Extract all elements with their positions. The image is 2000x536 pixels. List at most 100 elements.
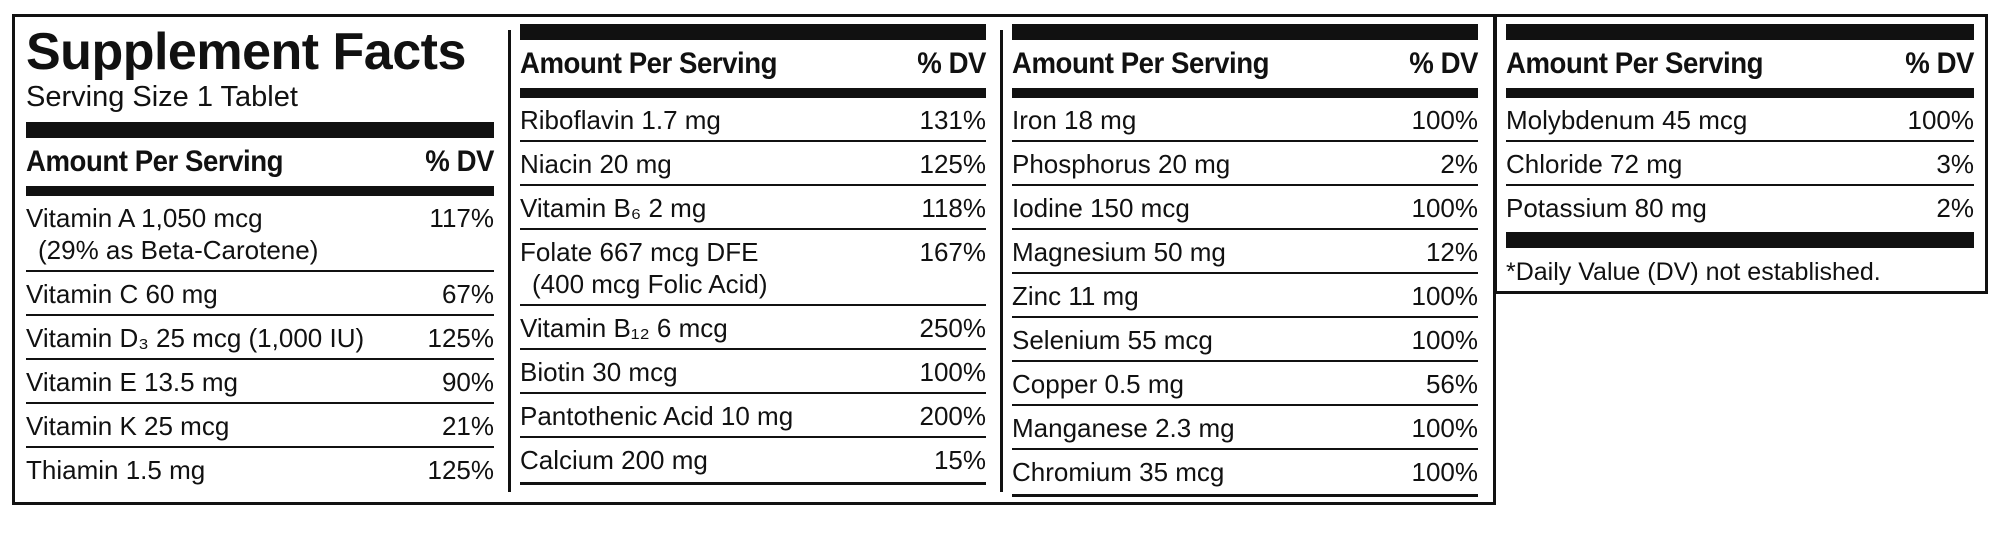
percent-dv-value: 125% [427, 323, 495, 353]
nutrient-name-cell: Vitamin B₁₂ 6 mcg [520, 306, 728, 348]
amount-per-serving-label: Amount Per Serving [26, 145, 284, 178]
nutrient-row: Vitamin A 1,050 mcg (29% as Beta-Carotene… [26, 196, 494, 272]
column-1: Supplement Facts Serving Size 1 Tablet A… [26, 24, 494, 492]
percent-dv-value: 21% [441, 411, 494, 441]
percent-dv-value: 56% [1425, 369, 1478, 399]
nutrient-row: Folate 667 mcg DFE (400 mcg Folic Acid) 16… [520, 230, 986, 306]
percent-dv-value: 3% [1936, 149, 1974, 179]
nutrient-name: Manganese 2.3 mg [1012, 413, 1235, 443]
nutrient-row: Potassium 80 mg 2% [1506, 186, 1974, 230]
column-4: Amount Per Serving % DV Molybdenum 45 mc… [1506, 24, 1974, 287]
nutrient-name: Vitamin C 60 mg [26, 279, 218, 309]
percent-dv-value: 12% [1425, 237, 1478, 267]
nutrient-row: Riboflavin 1.7 mg 131% [520, 98, 986, 142]
nutrient-name-cell: Phosphorus 20 mg [1012, 142, 1230, 184]
nutrient-name-cell: Chloride 72 mg [1506, 142, 1682, 184]
nutrient-name-cell: Molybdenum 45 mcg [1506, 98, 1747, 140]
percent-dv-value: 118% [921, 193, 986, 223]
footer-bar [1506, 232, 1974, 248]
nutrient-row: Biotin 30 mcg 100% [520, 350, 986, 394]
nutrient-name-cell: Calcium 200 mg [520, 438, 708, 482]
nutrient-row: Vitamin B₁₂ 6 mcg 250% [520, 306, 986, 350]
nutrient-name: Potassium 80 mg [1506, 193, 1707, 223]
column-header: Amount Per Serving % DV [520, 40, 986, 88]
nutrient-name-cell: Manganese 2.3 mg [1012, 406, 1235, 448]
nutrient-list: Molybdenum 45 mcg 100% Chloride 72 mg 3% Pot… [1506, 98, 1974, 230]
percent-dv-value: 167% [919, 237, 987, 267]
column-header: Amount Per Serving % DV [26, 138, 494, 186]
nutrient-name-cell: Vitamin C 60 mg [26, 272, 218, 314]
nutrient-name-cell: Riboflavin 1.7 mg [520, 98, 721, 140]
footnote: *Daily Value (DV) not established. [1506, 258, 1881, 286]
top-bar [1506, 24, 1974, 40]
amount-per-serving-label: Amount Per Serving [1012, 47, 1270, 80]
top-bar [520, 24, 986, 40]
nutrient-name-cell: Biotin 30 mcg [520, 350, 678, 392]
percent-dv-value: 250% [919, 313, 987, 343]
percent-dv-value: 100% [1411, 325, 1479, 355]
nutrient-row: Vitamin B₆ 2 mg 118% [520, 186, 986, 230]
nutrient-name-cell: Iodine 150 mcg [1012, 186, 1190, 228]
nutrient-name: Niacin 20 mg [520, 149, 672, 179]
nutrient-name-cell: Selenium 55 mcg [1012, 318, 1213, 360]
nutrient-name-cell: Vitamin K 25 mcg [26, 404, 229, 446]
amount-per-serving-label: Amount Per Serving [1506, 47, 1764, 80]
nutrient-name: Molybdenum 45 mcg [1506, 105, 1748, 135]
nutrient-name: Selenium 55 mcg [1012, 325, 1213, 355]
percent-dv-value: 100% [1411, 105, 1479, 135]
column-header: Amount Per Serving % DV [1012, 40, 1478, 88]
nutrient-name-cell: Magnesium 50 mg [1012, 230, 1226, 272]
nutrient-row: Copper 0.5 mg 56% [1012, 362, 1478, 406]
percent-dv-value: 15% [933, 445, 986, 475]
nutrient-name: Vitamin K 25 mcg [26, 411, 230, 441]
nutrient-list: Iron 18 mg 100% Phosphorus 20 mg 2% Iodine 1… [1012, 98, 1478, 494]
nutrient-row: Chloride 72 mg 3% [1506, 142, 1974, 186]
nutrient-row: Magnesium 50 mg 12% [1012, 230, 1478, 274]
nutrient-name: Zinc 11 mg [1012, 281, 1139, 311]
nutrient-name: Vitamin D₃ 25 mcg (1,000 IU) [26, 323, 365, 353]
nutrient-name-cell: Niacin 20 mg [520, 142, 672, 184]
top-bar [1012, 24, 1478, 40]
percent-dv-value: 131% [919, 105, 987, 135]
nutrient-name: Iodine 150 mcg [1012, 193, 1190, 223]
nutrient-name-cell: Iron 18 mg [1012, 98, 1136, 140]
column-divider [508, 30, 511, 492]
nutrient-row: Iron 18 mg 100% [1012, 98, 1478, 142]
percent-dv-label: % DV [1409, 47, 1479, 80]
percent-dv-value: 125% [427, 455, 495, 485]
header-bar [1506, 88, 1974, 98]
header-bar [26, 186, 494, 196]
bottom-bar [520, 482, 986, 485]
header-bar [1012, 88, 1478, 98]
nutrient-name: Iron 18 mg [1012, 105, 1137, 135]
nutrient-row: Manganese 2.3 mg 100% [1012, 406, 1478, 450]
nutrient-subtext: (29% as Beta-Carotene) [38, 235, 319, 265]
column-2: Amount Per Serving % DV Riboflavin 1.7 m… [520, 24, 986, 485]
percent-dv-value: 100% [1411, 413, 1479, 443]
amount-per-serving-label: Amount Per Serving [520, 47, 778, 80]
serving-size: Serving Size 1 Tablet [26, 81, 298, 113]
nutrient-name-cell: Potassium 80 mg [1506, 186, 1707, 230]
nutrient-row: Iodine 150 mcg 100% [1012, 186, 1478, 230]
nutrient-name: Biotin 30 mcg [520, 357, 678, 387]
nutrient-name: Magnesium 50 mg [1012, 237, 1226, 267]
percent-dv-value: 100% [1411, 457, 1479, 487]
percent-dv-value: 117% [429, 203, 494, 233]
percent-dv-value: 100% [919, 357, 987, 387]
percent-dv-value: 2% [1440, 149, 1478, 179]
percent-dv-label: % DV [1905, 47, 1975, 80]
nutrient-name-cell: Chromium 35 mcg [1012, 450, 1224, 494]
percent-dv-value: 100% [1411, 281, 1479, 311]
nutrient-row: Phosphorus 20 mg 2% [1012, 142, 1478, 186]
header-bar [520, 88, 986, 98]
percent-dv-value: 100% [1411, 193, 1479, 223]
nutrient-name: Chromium 35 mcg [1012, 457, 1225, 487]
nutrient-name: Phosphorus 20 mg [1012, 149, 1231, 179]
percent-dv-value: 67% [441, 279, 494, 309]
nutrient-name: Calcium 200 mg [520, 445, 708, 475]
nutrient-row: Zinc 11 mg 100% [1012, 274, 1478, 318]
nutrient-name: Folate 667 mcg DFE [520, 237, 759, 267]
nutrient-name: Vitamin E 13.5 mg [26, 367, 238, 397]
bottom-bar [1012, 494, 1478, 497]
nutrient-row: Thiamin 1.5 mg 125% [26, 448, 494, 492]
